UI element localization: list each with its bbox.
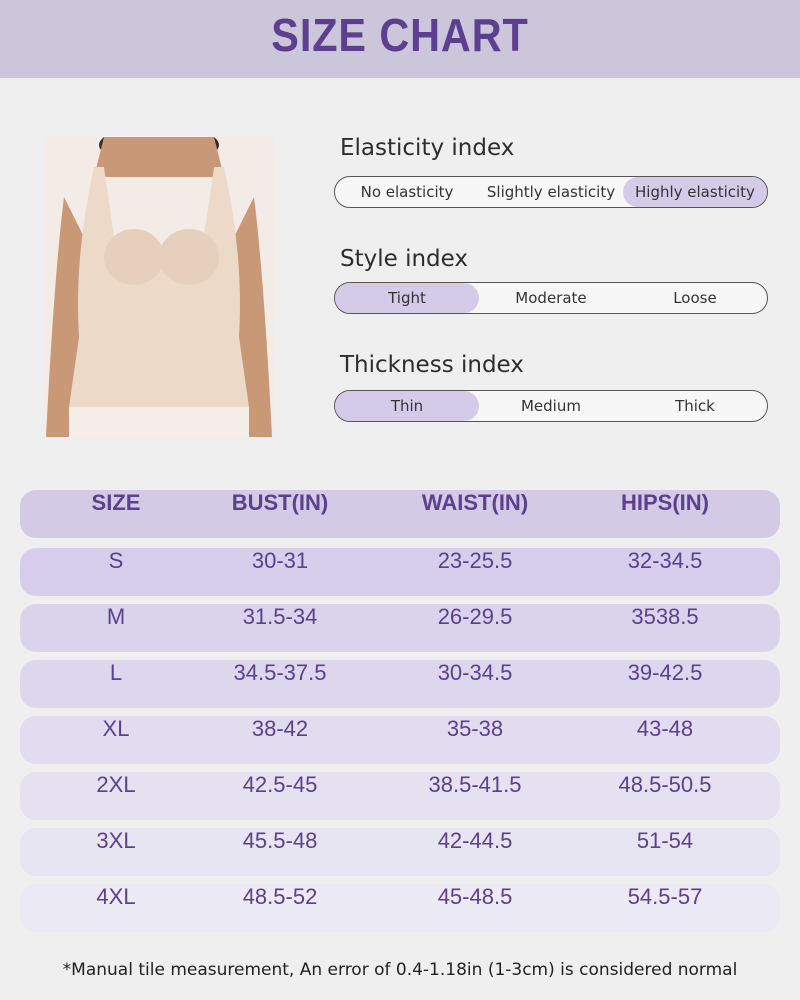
- index-option: Moderate: [515, 289, 587, 307]
- column-header: BUST(IN): [231, 490, 329, 515]
- index-option: Thin: [335, 391, 479, 421]
- index-option: Loose: [673, 289, 717, 307]
- table-row: S 30-31 23-25.5 32-34.5: [20, 548, 780, 596]
- table-cell: 45-48.5: [437, 884, 513, 909]
- table-cell: 54.5-57: [627, 884, 703, 909]
- table-cell: 23-25.5: [437, 548, 513, 573]
- table-row: 3XL 45.5-48 42-44.5 51-54: [20, 828, 780, 876]
- table-cell: 4XL: [96, 884, 136, 909]
- index-option: Medium: [520, 397, 581, 415]
- table-header: SIZE BUST(IN) WAIST(IN) HIPS(IN): [20, 490, 780, 538]
- table-cell: 2XL: [96, 772, 136, 797]
- table-cell: 48.5-52: [242, 884, 318, 909]
- table-cell: 42.5-45: [242, 772, 318, 797]
- index-option: Slightly elasticity: [486, 183, 616, 201]
- table-cell: 30-34.5: [437, 660, 513, 685]
- index-label: Style index: [340, 246, 469, 272]
- table-cell: 39-42.5: [627, 660, 703, 685]
- table-cell: 51-54: [636, 828, 694, 853]
- footnote: *Manual tile measurement, An error of 0.…: [62, 960, 738, 980]
- index-option: Thick: [675, 397, 715, 415]
- table-cell: 32-34.5: [627, 548, 703, 573]
- table-cell: 38-42: [251, 716, 309, 741]
- table-cell: 26-29.5: [437, 604, 513, 629]
- table-cell: 38.5-41.5: [428, 772, 522, 797]
- table-cell: 43-48: [636, 716, 694, 741]
- table-cell: 42-44.5: [437, 828, 513, 853]
- index-option: Tight: [335, 283, 479, 313]
- product-image: [44, 137, 274, 437]
- index-label: Elasticity index: [340, 135, 515, 161]
- index-label: Thickness index: [340, 352, 524, 378]
- table-cell: S: [108, 548, 124, 573]
- index-scale: No elasticity Slightly elasticity Highly e…: [334, 176, 768, 208]
- index-scale: Thin Medium Thick: [334, 390, 768, 422]
- table-cell: 45.5-48: [242, 828, 318, 853]
- table-cell: 3XL: [96, 828, 136, 853]
- header-bar: [0, 0, 800, 78]
- column-header: HIPS(IN): [621, 490, 709, 515]
- index-option: No elasticity: [360, 183, 454, 201]
- table-cell: 3538.5: [631, 604, 699, 629]
- title: SIZE CHART: [271, 9, 529, 61]
- table-cell: 35-38: [446, 716, 504, 741]
- table-row: L 34.5-37.5 30-34.5 39-42.5: [20, 660, 780, 708]
- table-row: XL 38-42 35-38 43-48: [20, 716, 780, 764]
- table-cell: 31.5-34: [242, 604, 318, 629]
- table-cell: 30-31: [251, 548, 309, 573]
- index-option: Highly elasticity: [622, 177, 767, 207]
- table-cell: 48.5-50.5: [618, 772, 712, 797]
- table-row: 4XL 48.5-52 45-48.5 54.5-57: [20, 884, 780, 932]
- table-cell: M: [106, 604, 126, 629]
- column-header: SIZE: [91, 490, 141, 515]
- table-cell: XL: [102, 716, 130, 741]
- table-cell: L: [109, 660, 123, 685]
- table-row: 2XL 42.5-45 38.5-41.5 48.5-50.5: [20, 772, 780, 820]
- column-header: WAIST(IN): [421, 490, 529, 515]
- table-cell: 34.5-37.5: [233, 660, 327, 685]
- index-scale: Tight Moderate Loose: [334, 282, 768, 314]
- table-row: M 31.5-34 26-29.5 3538.5: [20, 604, 780, 652]
